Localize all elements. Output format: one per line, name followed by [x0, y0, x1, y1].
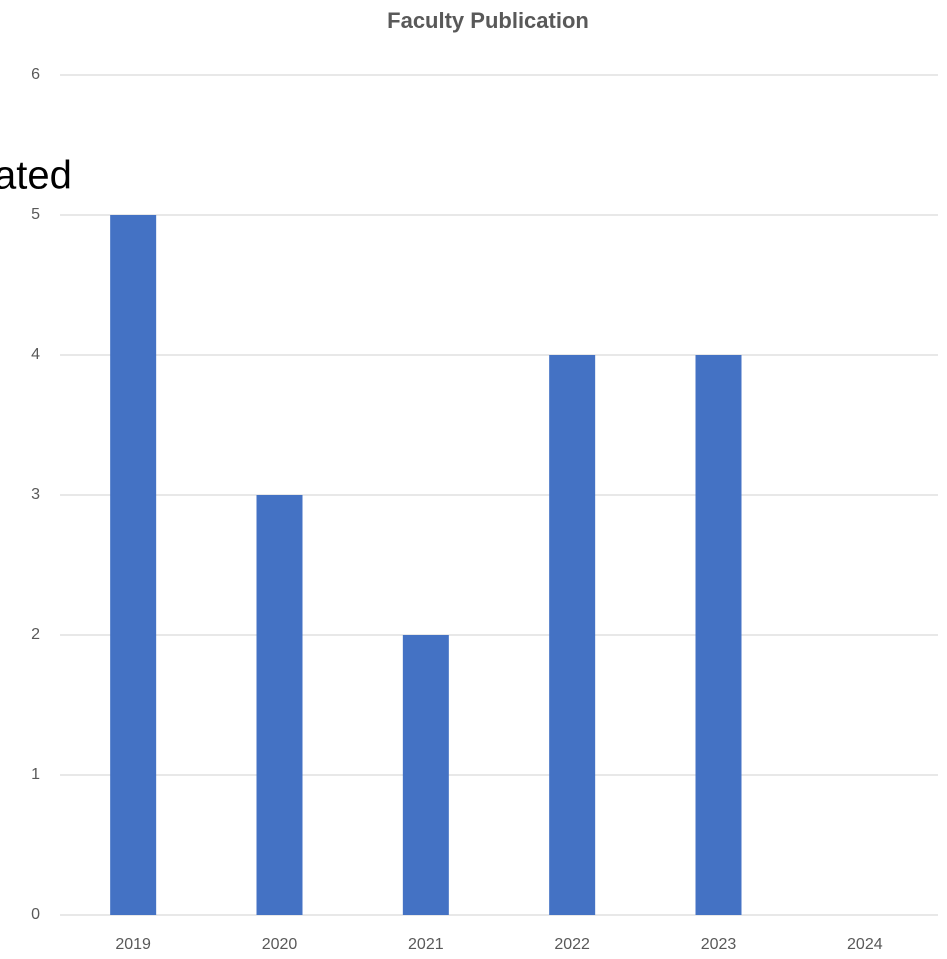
x-tick-label: 2021: [408, 936, 444, 953]
x-tick-label: 2022: [554, 936, 590, 953]
y-tick-label: 5: [31, 206, 40, 223]
bar: [549, 355, 596, 915]
y-tick-label: 1: [31, 766, 40, 783]
x-tick-label: 2019: [115, 936, 151, 953]
x-tick-label: 2024: [847, 936, 883, 953]
y-tick-label: 2: [31, 626, 40, 643]
chart-title: Faculty Publication: [387, 8, 589, 33]
annotation: ated: [0, 154, 72, 198]
bar: [256, 495, 303, 915]
y-tick-label: 4: [31, 346, 40, 363]
x-tick-label: 2023: [701, 936, 737, 953]
bar: [695, 355, 742, 915]
bar: [402, 635, 449, 915]
y-tick-label: 3: [31, 486, 40, 503]
bar: [110, 215, 157, 915]
y-tick-label: 6: [31, 66, 40, 83]
y-tick-label: 0: [31, 906, 40, 923]
x-tick-label: 2020: [262, 936, 298, 953]
